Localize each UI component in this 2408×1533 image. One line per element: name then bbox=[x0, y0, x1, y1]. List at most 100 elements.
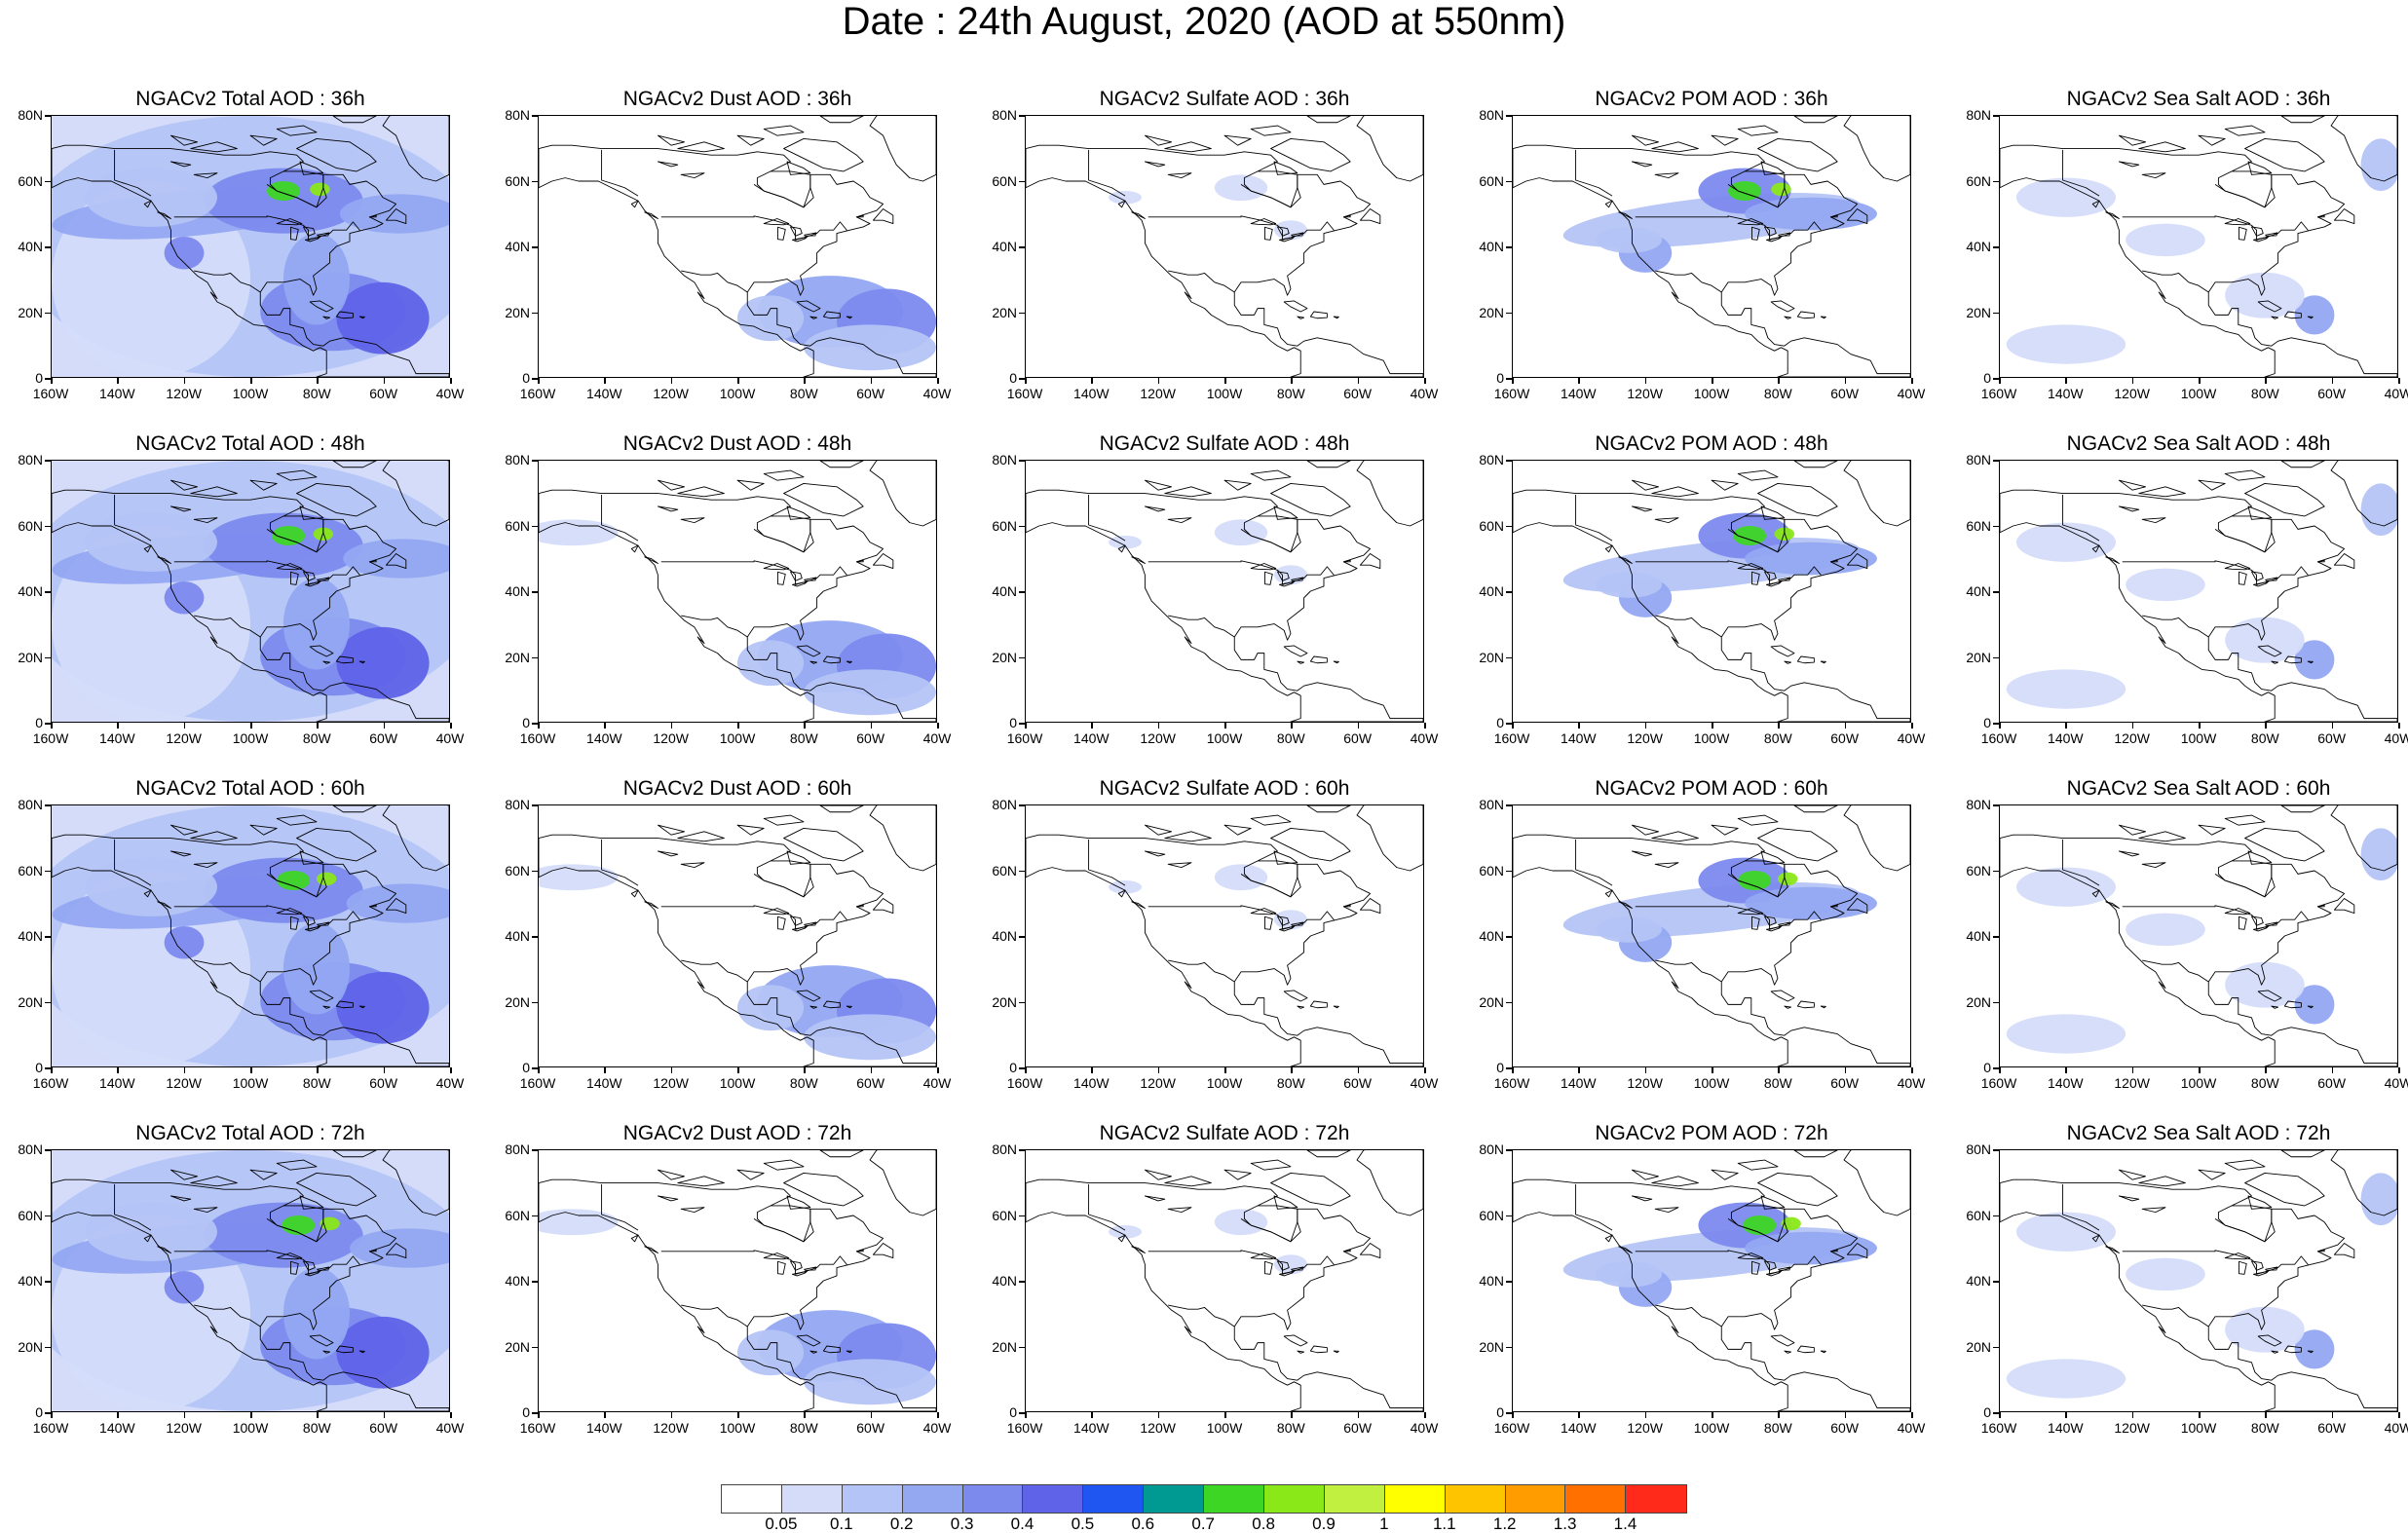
coastline-greenland bbox=[1356, 1150, 1423, 1216]
lake-outline bbox=[1654, 517, 1679, 524]
lon-tick bbox=[670, 378, 673, 384]
island-coastline bbox=[2247, 161, 2273, 175]
alaska-canada-border bbox=[1575, 1183, 1613, 1231]
island-coastline bbox=[1793, 461, 1838, 468]
lat-tick bbox=[1993, 804, 1999, 806]
island-coastline bbox=[1618, 1246, 1633, 1253]
lat-tick bbox=[45, 1067, 51, 1069]
coastline-greenland bbox=[382, 461, 449, 527]
lat-tick-label: 20N bbox=[18, 1338, 43, 1355]
lat-tick-label: 0 bbox=[1009, 1404, 1017, 1420]
aod-contour bbox=[204, 168, 363, 234]
lat-tick bbox=[532, 460, 538, 462]
map-panel-total-36h: NGACv2 Total AOD : 36h 80N 60N 40N 20N 0 160W 1… bbox=[0, 88, 464, 438]
island-coastline bbox=[2257, 1334, 2282, 1347]
lat-tick-label: 20N bbox=[992, 993, 1017, 1010]
lon-tick-label: 160W bbox=[519, 386, 556, 401]
aod-contour bbox=[2015, 867, 2117, 907]
lon-tick-label: 60W bbox=[1343, 730, 1373, 746]
lon-tick-label: 40W bbox=[435, 1075, 465, 1091]
lake-outline bbox=[1763, 226, 1777, 237]
island-coastline bbox=[1711, 479, 1739, 491]
aod-contour bbox=[336, 281, 430, 355]
island-coastline bbox=[783, 482, 864, 517]
colorbar-swatch bbox=[902, 1485, 963, 1513]
island-coastline bbox=[2224, 814, 2266, 826]
lon-tick bbox=[51, 723, 53, 729]
aod-contour bbox=[2126, 1257, 2205, 1291]
aod-contour bbox=[282, 922, 350, 1015]
alaska-canada-border bbox=[1088, 839, 1126, 886]
coastline-greenland bbox=[1356, 461, 1423, 527]
aod-contour bbox=[343, 539, 449, 579]
lat-tick-label: 40N bbox=[992, 583, 1017, 599]
lat-tick-label: 40N bbox=[18, 583, 43, 599]
lon-tick-label: 40W bbox=[1410, 730, 1439, 746]
lon-tick-label: 120W bbox=[653, 730, 689, 746]
lon-tick bbox=[1224, 1412, 1226, 1418]
island-coastline bbox=[1297, 660, 1305, 664]
lake-outline bbox=[1778, 1266, 1791, 1271]
aod-contour bbox=[2294, 985, 2335, 1025]
lon-tick-label: 40W bbox=[2384, 1075, 2408, 1091]
lat-tick bbox=[1019, 378, 1025, 380]
coastline-greenland bbox=[1843, 116, 1910, 182]
colorbar-label: 0.05 bbox=[765, 1514, 798, 1533]
island-coastline bbox=[1223, 1169, 1252, 1180]
island-coastline bbox=[1309, 1000, 1328, 1009]
island-coastline bbox=[644, 901, 658, 909]
island-coastline bbox=[2271, 660, 2279, 664]
lon-tick-label: 100W bbox=[1206, 1420, 1243, 1436]
island-coastline bbox=[368, 904, 377, 908]
lat-tick-label: 80N bbox=[505, 1141, 530, 1157]
lat-tick bbox=[532, 804, 538, 806]
lat-tick bbox=[1019, 1149, 1025, 1151]
lon-tick bbox=[1999, 723, 2001, 729]
aod-contour bbox=[282, 233, 350, 325]
lake-outline bbox=[290, 226, 299, 241]
island-coastline bbox=[1223, 479, 1252, 491]
island-coastline bbox=[796, 990, 821, 1002]
lon-tick bbox=[117, 378, 119, 384]
aod-map bbox=[1026, 805, 1423, 1066]
lon-tick-label: 140W bbox=[1073, 730, 1110, 746]
lon-tick-label: 100W bbox=[232, 386, 269, 401]
lake-outline bbox=[1778, 577, 1791, 581]
lake-outline bbox=[2239, 916, 2247, 930]
lat-tick-label: 40N bbox=[505, 928, 530, 944]
map-plot bbox=[538, 804, 937, 1067]
aod-map bbox=[52, 116, 449, 377]
aod-map bbox=[1513, 1150, 1910, 1411]
island-coastline bbox=[846, 1350, 852, 1354]
lon-tick bbox=[1091, 378, 1093, 384]
island-coastline bbox=[143, 889, 152, 898]
lon-tick-label: 60W bbox=[2317, 1075, 2347, 1091]
island-coastline bbox=[322, 660, 331, 664]
lake-outline bbox=[1631, 505, 1653, 512]
island-coastline bbox=[786, 161, 811, 175]
island-coastline bbox=[143, 1234, 152, 1243]
map-plot bbox=[1999, 115, 2398, 378]
lake-outline bbox=[193, 172, 218, 179]
island-coastline bbox=[276, 814, 318, 826]
lon-tick-label: 60W bbox=[1343, 1075, 1373, 1091]
aod-contour bbox=[2294, 1329, 2335, 1369]
lat-tick bbox=[1019, 936, 1025, 938]
island-coastline bbox=[2316, 904, 2325, 908]
lat-tick bbox=[45, 312, 51, 314]
lon-tick bbox=[538, 1067, 540, 1073]
island-coastline bbox=[335, 311, 354, 319]
island-coastline bbox=[322, 316, 331, 319]
lat-tick-label: 80N bbox=[1479, 1141, 1504, 1157]
aod-map bbox=[2000, 1150, 2397, 1411]
lake-outline bbox=[169, 505, 192, 512]
lat-tick-label: 20N bbox=[505, 304, 530, 320]
lake-outline bbox=[657, 161, 679, 168]
island-coastline bbox=[855, 1249, 864, 1253]
lat-tick bbox=[1019, 246, 1025, 248]
lake-outline bbox=[2118, 850, 2140, 857]
island-coastline bbox=[872, 1243, 894, 1259]
lat-tick bbox=[1506, 460, 1512, 462]
lon-tick-label: 160W bbox=[32, 386, 69, 401]
lon-tick-label: 100W bbox=[719, 730, 756, 746]
